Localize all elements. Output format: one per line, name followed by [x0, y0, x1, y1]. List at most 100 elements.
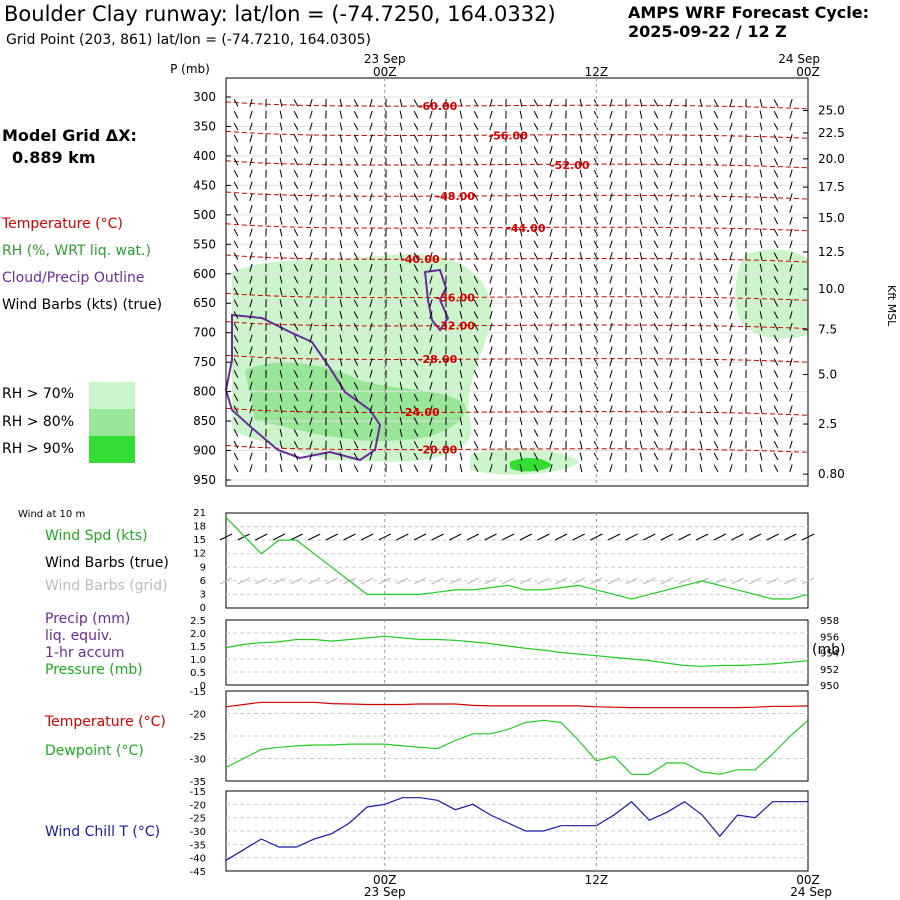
wind-tick-label: 12: [193, 549, 206, 560]
wind-barb: [789, 204, 793, 213]
wind-barb: [789, 417, 793, 426]
wind-barb: [413, 99, 419, 107]
wind-barb: [399, 146, 403, 155]
wind-barb: [533, 252, 539, 260]
wind-barb: [519, 405, 523, 414]
wind-barb: [519, 216, 523, 225]
wind-barb: [713, 134, 719, 143]
wind-barb: [249, 381, 253, 390]
wind-barb: [429, 405, 433, 414]
wind-barb: [369, 287, 373, 296]
wind-barb: [713, 169, 719, 178]
wind-barb: [293, 110, 299, 119]
wind-barb: [549, 428, 553, 437]
isotherm-line: [225, 354, 809, 363]
wind-barb: [713, 393, 719, 402]
wind-barb: [669, 322, 673, 331]
pressure-panel-frame: [225, 619, 809, 686]
rh-90-swatch: [89, 436, 135, 463]
wind-barb: [489, 216, 493, 225]
wind-barb: [653, 205, 659, 213]
wind-barb: [699, 110, 703, 119]
wind-barb: [369, 393, 373, 402]
wind-barb: [339, 299, 343, 308]
pressure-right-tick-label: 952: [820, 665, 839, 676]
wind-barb: [233, 358, 239, 366]
wind-barb: [353, 405, 359, 414]
wind-barb: [249, 428, 253, 437]
wind-barb: [699, 464, 703, 473]
label-wind-barbs-grid: Wind Barbs (grid): [45, 578, 168, 594]
windchill-tick-label: -35: [190, 840, 206, 851]
wind-barb: [773, 216, 779, 225]
wind-barb: [429, 98, 433, 107]
wind-barb: [309, 98, 313, 107]
wind-barb: [519, 240, 523, 249]
wind-barb: [653, 323, 659, 331]
wind-barb: [549, 157, 553, 166]
wind-barb: [729, 122, 733, 131]
wind-barb: [233, 216, 239, 225]
wind-barb: [669, 381, 673, 390]
wind-barb: [399, 405, 403, 414]
surface-wind-barb-true: [713, 533, 727, 541]
wind-barb: [789, 428, 793, 437]
wind-barb: [353, 452, 359, 461]
bottom-hour-label: 12Z: [585, 873, 609, 887]
surface-wind-barb-true: [484, 533, 497, 541]
wind-barb: [489, 98, 493, 107]
wind-barb: [293, 393, 299, 402]
wind-barb: [773, 381, 779, 390]
pressure-tick-label: 700: [193, 326, 216, 340]
wind-barb: [699, 428, 703, 437]
wind-barb: [729, 393, 733, 402]
wind-barb: [249, 452, 253, 461]
wind-barb: [413, 275, 419, 284]
pressure-right-tick-label: 958: [820, 616, 839, 627]
wind-barb: [369, 169, 373, 178]
wind-barb: [593, 216, 599, 225]
wind-barb: [233, 193, 239, 201]
wind-barb: [293, 334, 299, 343]
wind-barb: [729, 311, 733, 319]
wind-barb: [533, 181, 539, 190]
cloud-outline: [224, 313, 382, 462]
wind-barb: [369, 240, 373, 249]
wind-barb: [639, 346, 643, 355]
wind-barb: [459, 110, 463, 119]
wind-barb: [639, 240, 643, 249]
wind-barb: [533, 287, 539, 296]
wind-barb: [399, 464, 403, 473]
wind-barb: [413, 299, 419, 307]
wind-barb: [579, 405, 583, 414]
wind-barb: [429, 110, 433, 119]
wind-barb: [249, 346, 253, 355]
precip-left-tick-label: 0: [200, 681, 206, 692]
wind-barb: [609, 346, 613, 355]
wind-barb: [533, 158, 539, 166]
wind-barb: [459, 252, 463, 261]
wind-barb: [249, 98, 253, 107]
wind-tick-label: 9: [200, 562, 206, 573]
precip-left-tick-label: 2.0: [190, 629, 206, 640]
wind-barb: [759, 122, 763, 131]
wind-barb: [759, 299, 763, 308]
surface-wind-barb-grid: [307, 577, 321, 585]
wind-barb: [233, 205, 239, 213]
surface-wind-barb-grid: [537, 577, 550, 585]
rh-70-region: [735, 249, 808, 339]
wind-barb: [339, 216, 343, 225]
wind-barb: [233, 405, 239, 414]
wind-barb: [549, 181, 553, 190]
surface-wind-barb-grid: [501, 577, 515, 585]
wind-barb: [519, 440, 523, 449]
wind-barb: [399, 346, 403, 355]
wind-barb: [399, 193, 403, 202]
wind-barb: [369, 381, 373, 390]
wind-barb: [653, 240, 659, 249]
wind-barb: [429, 452, 433, 461]
wind-barb: [429, 275, 433, 284]
kft-tick-label: 22.5: [818, 126, 845, 140]
wind-barb: [773, 299, 779, 307]
